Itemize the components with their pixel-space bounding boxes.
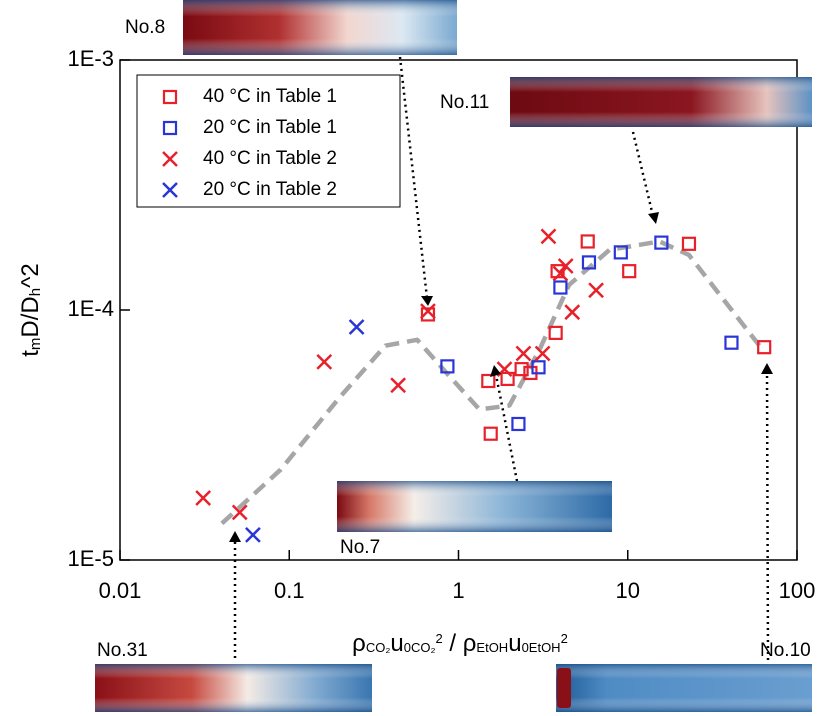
x-tick-label: 0.1 bbox=[274, 578, 305, 603]
legend-label: 20 °C in Table 2 bbox=[203, 179, 337, 200]
point bbox=[390, 377, 407, 394]
point bbox=[757, 340, 772, 355]
point bbox=[511, 416, 526, 432]
point bbox=[553, 280, 568, 295]
annotation: No.8 bbox=[125, 17, 165, 38]
y-tick-label: 1E-3 bbox=[68, 46, 114, 71]
arrow-head bbox=[421, 296, 433, 306]
arrow bbox=[398, 56, 429, 299]
annotation: No.10 bbox=[760, 640, 811, 661]
y-tick-label: 1E-4 bbox=[68, 296, 114, 321]
arrow-head bbox=[648, 212, 659, 224]
x-axis-label: ρCO₂u0CO₂2 / ρEtOHu0EtOH2 bbox=[352, 630, 568, 657]
x-axis-label-part: ρ bbox=[352, 630, 366, 657]
x-axis-label-part: u bbox=[390, 630, 403, 657]
x-axis-label-part: 0CO₂ bbox=[404, 640, 436, 655]
x-axis-label-part: u bbox=[508, 630, 521, 657]
x-axis-label-part: 0EtOH bbox=[522, 640, 561, 655]
arrow-head bbox=[761, 363, 773, 374]
point bbox=[348, 319, 365, 335]
legend-marker bbox=[162, 120, 178, 136]
point bbox=[514, 362, 529, 377]
y-tick-label: 1E-5 bbox=[68, 546, 114, 571]
arrow bbox=[765, 371, 770, 661]
contour-shade bbox=[95, 664, 372, 712]
point bbox=[440, 359, 455, 374]
point bbox=[552, 265, 569, 282]
point bbox=[622, 264, 637, 279]
x-axis-label-part: 2 bbox=[436, 631, 443, 646]
legend-label: 40 °C in Table 1 bbox=[203, 86, 337, 107]
y-axis-label-part: ^2 bbox=[17, 263, 44, 288]
point bbox=[581, 255, 597, 270]
point bbox=[557, 258, 574, 274]
y-axis-label-part: D/D bbox=[17, 296, 44, 337]
legend-label: 40 °C in Table 2 bbox=[203, 148, 337, 169]
legend: 40 °C in Table 1 20 °C in Table 1 40 °C in… bbox=[136, 74, 401, 208]
point bbox=[420, 303, 436, 319]
contour-shade bbox=[556, 664, 812, 712]
x-tick-label: 0.01 bbox=[99, 578, 142, 603]
legend-marker bbox=[162, 151, 178, 167]
x-axis-label-part: EtOH bbox=[476, 640, 508, 655]
arrow bbox=[631, 131, 655, 217]
point bbox=[564, 304, 581, 321]
point bbox=[534, 345, 551, 362]
arrow-head bbox=[229, 531, 241, 542]
point bbox=[515, 345, 532, 362]
legend-label: 20 °C in Table 1 bbox=[203, 117, 337, 138]
point bbox=[681, 236, 697, 251]
y-axis-label-part: h bbox=[27, 288, 44, 296]
contour-core bbox=[557, 668, 571, 708]
point bbox=[548, 325, 563, 340]
point bbox=[580, 234, 595, 249]
x-tick-label: 100 bbox=[779, 578, 816, 603]
point bbox=[316, 354, 333, 370]
point bbox=[245, 527, 261, 543]
point bbox=[588, 282, 604, 299]
y-axis-label-part: m bbox=[27, 338, 44, 351]
point bbox=[654, 235, 669, 250]
contour-shade bbox=[510, 77, 812, 127]
contour-images bbox=[95, 0, 812, 712]
legend-box bbox=[136, 74, 401, 208]
trend-line bbox=[220, 239, 762, 526]
x-tick-label: 10 bbox=[616, 578, 640, 603]
x-axis-label-part: 2 bbox=[561, 631, 568, 646]
point bbox=[540, 228, 557, 245]
contour-shade bbox=[337, 481, 612, 532]
point bbox=[420, 307, 436, 322]
annotation: No.7 bbox=[340, 537, 380, 558]
point bbox=[195, 490, 212, 506]
arrow-heads bbox=[229, 212, 773, 542]
arrow-head bbox=[490, 365, 501, 377]
point bbox=[531, 360, 546, 375]
legend-marker bbox=[162, 89, 178, 105]
y-axis-label: tmD/Dh^2 bbox=[17, 263, 44, 356]
point bbox=[724, 335, 739, 350]
contour-shade bbox=[183, 0, 457, 55]
arrows bbox=[233, 56, 770, 661]
x-axis-label-part: / ρ bbox=[443, 630, 477, 657]
annotation: No.11 bbox=[440, 92, 489, 113]
legend-marker bbox=[162, 182, 178, 198]
y-axis-label-part: t bbox=[17, 350, 44, 357]
arrow bbox=[494, 374, 519, 482]
annotation: No.31 bbox=[97, 640, 148, 661]
plot-area: 0.01 0.1 1 10 100 1E-5 1E-4 1E-3 bbox=[68, 46, 816, 603]
point bbox=[613, 245, 628, 260]
point bbox=[231, 504, 248, 521]
x-axis-label-part: CO₂ bbox=[366, 640, 391, 655]
point bbox=[481, 373, 496, 389]
point bbox=[483, 426, 498, 441]
x-tick-label: 1 bbox=[452, 578, 464, 603]
